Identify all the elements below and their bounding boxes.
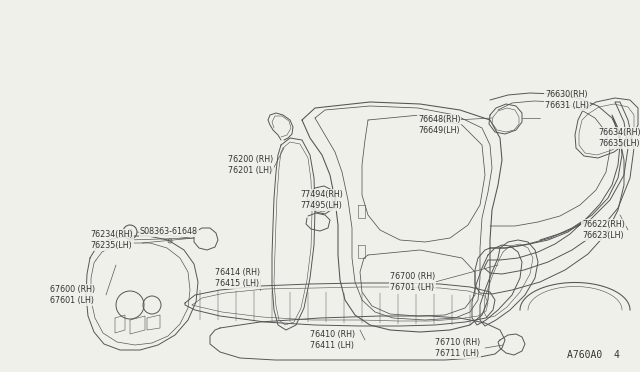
Text: A760A0  4: A760A0 4 (567, 350, 620, 360)
Text: 76200 (RH)
76201 (LH): 76200 (RH) 76201 (LH) (228, 155, 273, 175)
Text: 76648(RH)
76649(LH): 76648(RH) 76649(LH) (418, 115, 461, 135)
Text: 76700 (RH)
76701 (LH): 76700 (RH) 76701 (LH) (390, 272, 435, 292)
Text: 76622(RH)
76623(LH): 76622(RH) 76623(LH) (582, 220, 625, 240)
Text: 76710 (RH)
76711 (LH): 76710 (RH) 76711 (LH) (435, 338, 480, 358)
Text: 76234(RH)
76235(LH): 76234(RH) 76235(LH) (90, 230, 132, 250)
Text: 76630(RH)
76631 (LH): 76630(RH) 76631 (LH) (545, 90, 589, 110)
Text: 76634(RH)
76635(LH): 76634(RH) 76635(LH) (598, 128, 640, 148)
Text: 77494(RH)
77495(LH): 77494(RH) 77495(LH) (300, 190, 343, 210)
Text: S: S (127, 229, 132, 235)
Text: S08363-61648: S08363-61648 (140, 228, 198, 237)
Text: 76410 (RH)
76411 (LH): 76410 (RH) 76411 (LH) (310, 330, 355, 350)
Text: 67600 (RH)
67601 (LH): 67600 (RH) 67601 (LH) (50, 285, 95, 305)
Text: 76414 (RH)
76415 (LH): 76414 (RH) 76415 (LH) (215, 268, 260, 288)
